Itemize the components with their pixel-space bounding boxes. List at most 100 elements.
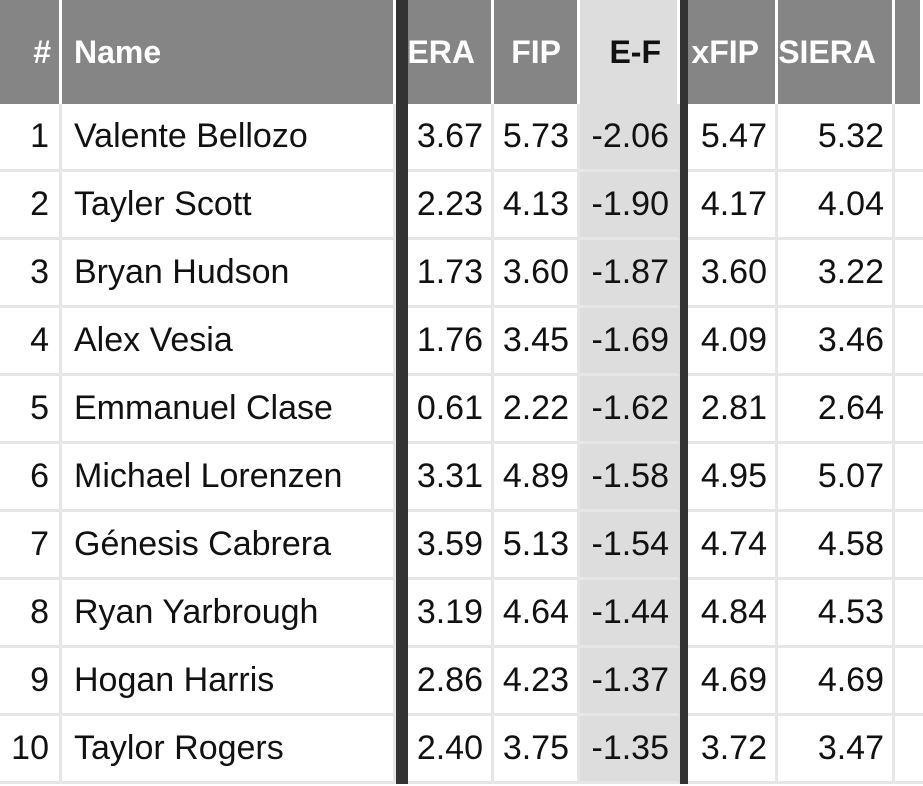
row-xfip: 4.09 — [688, 308, 778, 376]
row-separator-left — [396, 512, 408, 580]
row-separator-right — [680, 104, 688, 172]
row-e-f: -2.06 — [580, 104, 680, 172]
row-xfip: 3.72 — [688, 716, 778, 784]
row-fip: 4.64 — [494, 580, 580, 648]
row-separator-left — [396, 444, 408, 512]
row-name: Valente Bellozo — [62, 104, 396, 172]
header-rank: # — [0, 0, 62, 104]
row-separator-left — [396, 648, 408, 716]
row-edge — [895, 308, 923, 376]
row-era: 3.59 — [408, 512, 494, 580]
row-rank: 4 — [0, 308, 62, 376]
row-e-f: -1.87 — [580, 240, 680, 308]
row-separator-left — [396, 376, 408, 444]
row-e-f: -1.69 — [580, 308, 680, 376]
header-edge — [895, 0, 923, 104]
row-edge — [895, 376, 923, 444]
row-xfip: 4.74 — [688, 512, 778, 580]
row-siera: 2.64 — [778, 376, 895, 444]
row-rank: 5 — [0, 376, 62, 444]
row-name: Ryan Yarbrough — [62, 580, 396, 648]
row-rank: 9 — [0, 648, 62, 716]
row-separator-right — [680, 376, 688, 444]
row-separator-right — [680, 512, 688, 580]
row-separator-right — [680, 172, 688, 240]
row-rank: 1 — [0, 104, 62, 172]
row-xfip: 2.81 — [688, 376, 778, 444]
header-gap — [396, 0, 408, 104]
row-siera: 3.47 — [778, 716, 895, 784]
row-edge — [895, 580, 923, 648]
row-separator-left — [396, 104, 408, 172]
row-fip: 3.45 — [494, 308, 580, 376]
row-edge — [895, 444, 923, 512]
row-edge — [895, 716, 923, 784]
row-e-f: -1.44 — [580, 580, 680, 648]
row-edge — [895, 648, 923, 716]
row-name: Tayler Scott — [62, 172, 396, 240]
row-name: Génesis Cabrera — [62, 512, 396, 580]
row-edge — [895, 104, 923, 172]
header-siera: SIERA — [778, 0, 895, 104]
row-name: Michael Lorenzen — [62, 444, 396, 512]
row-name: Taylor Rogers — [62, 716, 396, 784]
header-name: Name — [62, 0, 396, 104]
row-rank: 3 — [0, 240, 62, 308]
row-fip: 3.60 — [494, 240, 580, 308]
row-separator-left — [396, 172, 408, 240]
row-separator-left — [396, 308, 408, 376]
header-separator — [680, 0, 688, 104]
row-rank: 2 — [0, 172, 62, 240]
row-siera: 4.04 — [778, 172, 895, 240]
row-siera: 5.32 — [778, 104, 895, 172]
row-era: 2.40 — [408, 716, 494, 784]
row-separator-left — [396, 716, 408, 784]
row-separator-right — [680, 240, 688, 308]
row-rank: 10 — [0, 716, 62, 784]
row-fip: 5.73 — [494, 104, 580, 172]
row-era: 2.86 — [408, 648, 494, 716]
row-era: 1.73 — [408, 240, 494, 308]
row-fip: 3.75 — [494, 716, 580, 784]
row-fip: 2.22 — [494, 376, 580, 444]
row-edge — [895, 512, 923, 580]
row-name: Hogan Harris — [62, 648, 396, 716]
row-separator-right — [680, 648, 688, 716]
row-name: Alex Vesia — [62, 308, 396, 376]
header-xfip: xFIP — [688, 0, 778, 104]
row-separator-left — [396, 580, 408, 648]
row-siera: 5.07 — [778, 444, 895, 512]
row-xfip: 4.17 — [688, 172, 778, 240]
row-name: Emmanuel Clase — [62, 376, 396, 444]
row-siera: 3.46 — [778, 308, 895, 376]
row-edge — [895, 240, 923, 308]
header-fip: FIP — [494, 0, 580, 104]
row-fip: 4.89 — [494, 444, 580, 512]
row-era: 2.23 — [408, 172, 494, 240]
row-e-f: -1.35 — [580, 716, 680, 784]
row-xfip: 4.95 — [688, 444, 778, 512]
row-fip: 4.23 — [494, 648, 580, 716]
row-xfip: 4.69 — [688, 648, 778, 716]
row-era: 3.31 — [408, 444, 494, 512]
row-era: 3.67 — [408, 104, 494, 172]
row-e-f: -1.58 — [580, 444, 680, 512]
row-e-f: -1.90 — [580, 172, 680, 240]
row-e-f: -1.62 — [580, 376, 680, 444]
row-siera: 4.69 — [778, 648, 895, 716]
row-name: Bryan Hudson — [62, 240, 396, 308]
row-rank: 7 — [0, 512, 62, 580]
row-edge — [895, 172, 923, 240]
row-e-f: -1.37 — [580, 648, 680, 716]
row-fip: 4.13 — [494, 172, 580, 240]
header-e-f: E-F — [580, 0, 680, 104]
row-siera: 3.22 — [778, 240, 895, 308]
row-rank: 8 — [0, 580, 62, 648]
row-xfip: 4.84 — [688, 580, 778, 648]
header-era: ERA — [407, 0, 494, 104]
row-era: 1.76 — [408, 308, 494, 376]
row-era: 0.61 — [408, 376, 494, 444]
row-separator-left — [396, 240, 408, 308]
row-fip: 5.13 — [494, 512, 580, 580]
row-separator-right — [680, 580, 688, 648]
